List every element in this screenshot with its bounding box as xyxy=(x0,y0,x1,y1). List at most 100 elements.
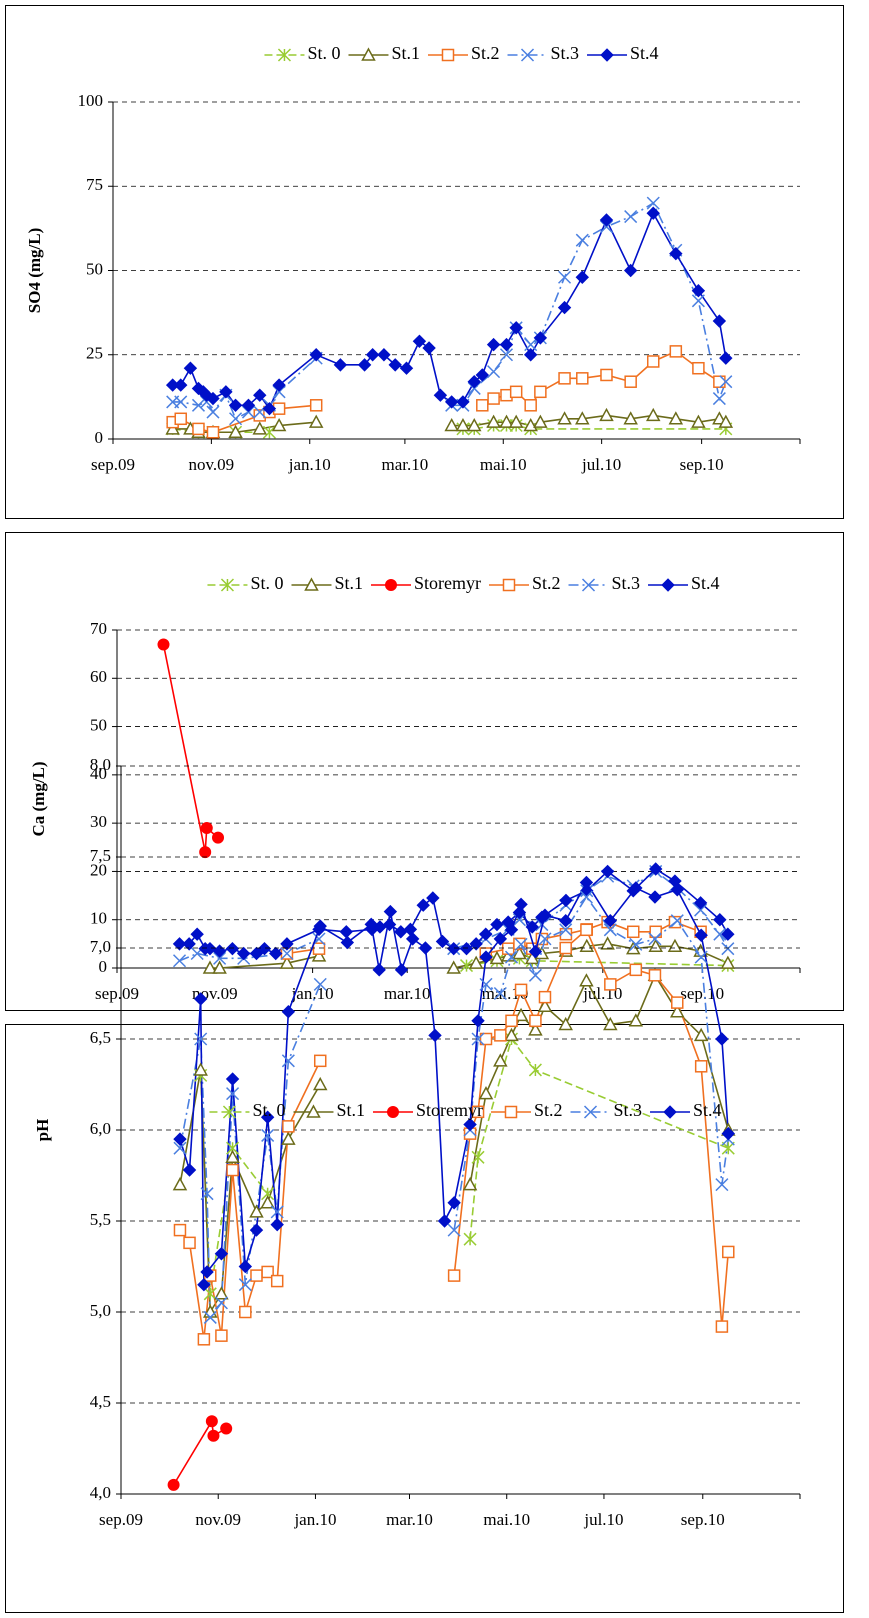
marker xyxy=(182,937,196,951)
marker xyxy=(719,351,733,365)
marker xyxy=(600,936,615,950)
y-tick-label: 50 xyxy=(90,715,107,734)
marker xyxy=(205,1415,218,1428)
marker xyxy=(505,1014,518,1028)
marker xyxy=(229,412,243,426)
marker xyxy=(715,1178,729,1192)
marker xyxy=(523,348,538,362)
marker xyxy=(479,927,493,941)
legend-item: St.1 xyxy=(291,573,363,593)
marker xyxy=(462,1177,478,1191)
marker xyxy=(501,942,515,955)
y-tick-label: 4,0 xyxy=(90,1483,111,1502)
marker xyxy=(538,908,552,922)
x-tick-label: mar.10 xyxy=(386,1510,433,1529)
marker xyxy=(249,1204,264,1218)
marker xyxy=(312,1076,328,1091)
y-tick-label: 0 xyxy=(99,957,108,976)
y-axis-label: pH xyxy=(33,1119,52,1142)
marker xyxy=(281,1054,295,1068)
marker xyxy=(412,334,427,348)
x-tick-label: mar.10 xyxy=(382,455,429,474)
y-tick-label: 75 xyxy=(86,175,103,194)
x-tick-label: sep.09 xyxy=(91,455,135,474)
marker xyxy=(476,399,489,412)
marker xyxy=(646,196,660,210)
marker xyxy=(357,358,372,372)
marker xyxy=(311,948,327,962)
marker xyxy=(499,337,514,352)
marker xyxy=(509,321,523,335)
marker xyxy=(437,1214,452,1228)
marker xyxy=(174,378,188,392)
marker xyxy=(624,375,637,388)
marker xyxy=(467,375,481,389)
marker xyxy=(693,1027,709,1042)
marker xyxy=(459,959,474,973)
legend-label: St.3 xyxy=(612,573,641,593)
marker xyxy=(281,1131,296,1145)
y-tick-label: 5,5 xyxy=(90,1210,111,1229)
marker xyxy=(399,361,414,375)
marker xyxy=(667,938,683,953)
marker xyxy=(455,417,471,432)
marker xyxy=(394,925,408,939)
marker xyxy=(694,1060,708,1073)
legend-label: St.4 xyxy=(691,573,720,593)
x-tick-label: sep.10 xyxy=(680,984,724,1003)
marker xyxy=(599,407,614,422)
legend-item: St. 0 xyxy=(209,1100,285,1120)
marker xyxy=(312,932,326,946)
marker xyxy=(388,358,402,372)
marker xyxy=(478,1086,494,1100)
marker xyxy=(219,385,233,399)
marker xyxy=(312,942,326,955)
marker xyxy=(579,875,594,890)
legend-label: St. 0 xyxy=(252,1100,285,1120)
marker xyxy=(456,395,470,409)
series-line xyxy=(172,211,727,411)
marker xyxy=(648,938,663,953)
marker xyxy=(306,1104,321,1118)
marker xyxy=(313,919,327,933)
marker xyxy=(262,425,276,439)
legend-label: Storemyr xyxy=(416,1100,483,1120)
marker xyxy=(504,950,519,964)
marker xyxy=(579,973,594,987)
marker xyxy=(579,938,595,953)
marker xyxy=(272,378,286,392)
marker xyxy=(493,932,508,946)
marker xyxy=(627,925,640,939)
marker xyxy=(509,385,523,399)
legend-item: St.4 xyxy=(648,573,720,593)
marker xyxy=(694,903,708,917)
series-line xyxy=(179,868,729,955)
marker xyxy=(504,1027,519,1042)
marker xyxy=(206,391,220,406)
y-tick-label: 0 xyxy=(95,428,104,447)
x-tick-label: jul.10 xyxy=(581,455,621,474)
marker xyxy=(200,1187,214,1201)
marker xyxy=(200,821,213,834)
marker xyxy=(663,1105,677,1119)
legend-label: St.2 xyxy=(534,1100,563,1120)
marker xyxy=(534,385,547,399)
marker xyxy=(670,883,684,897)
y-tick-label: 5,0 xyxy=(90,1301,111,1320)
marker xyxy=(471,1150,485,1164)
x-tick-label: nov.09 xyxy=(189,455,235,474)
marker xyxy=(504,1105,518,1119)
legend-item: St.3 xyxy=(570,1100,642,1120)
marker xyxy=(533,414,548,428)
marker xyxy=(308,414,324,428)
marker xyxy=(197,1333,211,1346)
marker xyxy=(693,896,708,910)
marker xyxy=(361,47,376,61)
marker xyxy=(529,1014,542,1028)
marker xyxy=(280,937,294,951)
marker xyxy=(712,392,726,406)
marker xyxy=(718,414,734,428)
marker xyxy=(486,414,501,428)
marker xyxy=(241,398,256,413)
